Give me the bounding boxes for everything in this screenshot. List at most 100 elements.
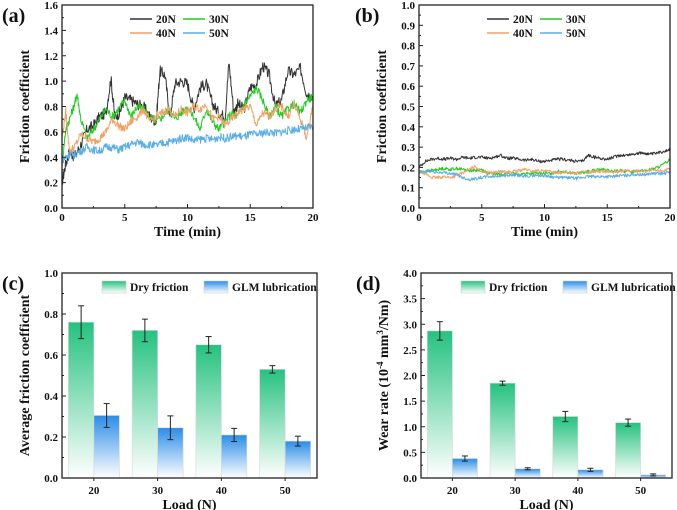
- y-tick-label: 0.7: [401, 61, 415, 73]
- panel-label: (b): [355, 5, 379, 27]
- legend-label: 40N: [156, 28, 177, 40]
- y-tick-label: 0.6: [401, 81, 415, 93]
- y-tick-label: 0.2: [44, 432, 58, 444]
- x-axis-label: Load (N): [519, 498, 573, 510]
- panel-d: (d) Dry friction GLM lubrication 20 30 40 50 Lo…: [356, 268, 676, 510]
- y-tick-label: 0.4: [44, 152, 58, 164]
- x-axis-label: Load (N): [162, 498, 216, 510]
- y-axis-label: Friction coefficient: [375, 50, 390, 163]
- x-tick-label: 0: [59, 212, 65, 224]
- x-tick-label: 50: [635, 485, 647, 497]
- series-line-50N: [419, 169, 670, 182]
- series-line-40N: [62, 100, 313, 154]
- x-tick-label: 15: [245, 212, 257, 224]
- y-tick-label: 0.0: [44, 473, 58, 485]
- series-line-30N: [419, 158, 670, 177]
- y-tick-label: 0.9: [401, 20, 415, 32]
- y-tick-label: 0.2: [401, 162, 415, 174]
- y-tick-label: 0.8: [44, 309, 58, 321]
- panel-b: (b) 20N 30N 40N 50N 0 5 10 15 20 Time (min) 0.0 0.1 0…: [355, 0, 676, 240]
- x-tick-label: 50: [280, 485, 292, 497]
- legend-swatch-dry-friction: [460, 280, 486, 294]
- x-tick-label: 10: [539, 212, 551, 224]
- legend-label: 20N: [156, 14, 177, 26]
- y-tick-label: 1.4: [44, 25, 58, 37]
- plot-frame: [418, 4, 671, 209]
- bar-dry-friction-40: [195, 344, 222, 479]
- y-tick-label: 0.1: [401, 183, 415, 195]
- y-tick-label: 1.0: [403, 422, 417, 434]
- y-tick-label: 3.0: [403, 319, 417, 331]
- bar-dry-friction-50: [615, 422, 641, 479]
- legend-swatch-glm-lubrication: [562, 280, 588, 294]
- legend-label: 50N: [566, 28, 587, 40]
- legend-swatch-dry-friction: [101, 280, 127, 294]
- bar-dry-friction-20: [68, 321, 95, 479]
- x-tick-label: 20: [308, 212, 320, 224]
- x-tick-label: 20: [447, 485, 459, 497]
- y-tick-label: 0.5: [401, 102, 415, 114]
- legend-label: 50N: [209, 28, 230, 40]
- y-tick-label: 0.3: [401, 142, 415, 154]
- panel-label: (d): [356, 273, 380, 295]
- y-tick-label: 0.0: [401, 203, 415, 215]
- panel-c: (c) Dry friction GLM lubrication 20 30 40 50 Lo…: [2, 268, 318, 510]
- y-tick-label: 3.5: [403, 294, 417, 306]
- y-tick-label: 1.0: [44, 76, 58, 88]
- y-tick-label: 0.4: [44, 391, 58, 403]
- y-tick-label: 0.2: [44, 178, 58, 190]
- x-tick-label: 30: [152, 485, 164, 497]
- x-tick-label: 5: [479, 212, 485, 224]
- series-line-40N: [419, 165, 670, 180]
- y-tick-label: 1.0: [401, 0, 415, 12]
- y-tick-label: 4.0: [403, 268, 417, 280]
- x-tick-label: 15: [602, 212, 614, 224]
- legend-label: 30N: [566, 14, 587, 26]
- legend-label: Dry friction: [130, 282, 189, 294]
- y-tick-label: 0.8: [401, 41, 415, 53]
- y-axis-label: Friction coefficient: [18, 50, 33, 163]
- bar-dry-friction-20: [426, 330, 453, 479]
- legend-label: Dry friction: [489, 282, 548, 294]
- y-tick-label: 2.0: [403, 371, 417, 383]
- y-axis-label: Wear rate (10-4 mm3/Nm): [375, 300, 392, 452]
- bar-dry-friction-30: [489, 382, 516, 479]
- y-tick-label: 1.0: [44, 268, 58, 280]
- y-tick-label: 0.5: [403, 447, 417, 459]
- legend-label: GLM lubrication: [232, 282, 317, 294]
- y-tick-label: 2.5: [403, 345, 417, 357]
- x-tick-label: 30: [510, 485, 522, 497]
- y-tick-label: 1.5: [403, 396, 417, 408]
- y-tick-label: 0.4: [401, 122, 415, 134]
- x-tick-label: 20: [665, 212, 677, 224]
- series-line-30N: [62, 85, 313, 167]
- legend-label: GLM lubrication: [591, 282, 676, 294]
- legend-label: 20N: [513, 14, 534, 26]
- x-tick-label: 40: [572, 485, 584, 497]
- series-line-20N: [419, 147, 670, 169]
- series-line-50N: [62, 123, 313, 164]
- plot-frame: [61, 272, 318, 479]
- panel-a: (a) 20N 30N 40N 50N 0 5 10 15 20 Time (min) 0.0 0.2 0…: [2, 0, 319, 240]
- y-axis-label: Average friction coefficient: [18, 294, 33, 456]
- x-axis-label: Time (min): [154, 225, 221, 240]
- x-tick-label: 40: [216, 485, 228, 497]
- x-tick-label: 10: [182, 212, 194, 224]
- bar-dry-friction-50: [259, 369, 286, 479]
- x-axis-label: Time (min): [511, 225, 578, 240]
- x-tick-label: 0: [416, 212, 422, 224]
- x-tick-label: 20: [88, 485, 100, 497]
- y-tick-label: 0.8: [44, 102, 58, 114]
- panel-label: (a): [2, 5, 25, 27]
- x-tick-label: 5: [122, 212, 128, 224]
- bar-glm-lubrication-50: [284, 440, 311, 479]
- bar-dry-friction-30: [131, 330, 158, 479]
- bar-glm-lubrication-40: [221, 434, 248, 479]
- y-tick-label: 0.6: [44, 350, 58, 362]
- plot-frame: [61, 4, 314, 209]
- y-tick-label: 1.6: [44, 0, 58, 12]
- panel-label: (c): [2, 273, 24, 295]
- series-line-20N: [62, 62, 313, 185]
- y-tick-label: 1.2: [44, 51, 58, 63]
- y-tick-label: 0.0: [403, 473, 417, 485]
